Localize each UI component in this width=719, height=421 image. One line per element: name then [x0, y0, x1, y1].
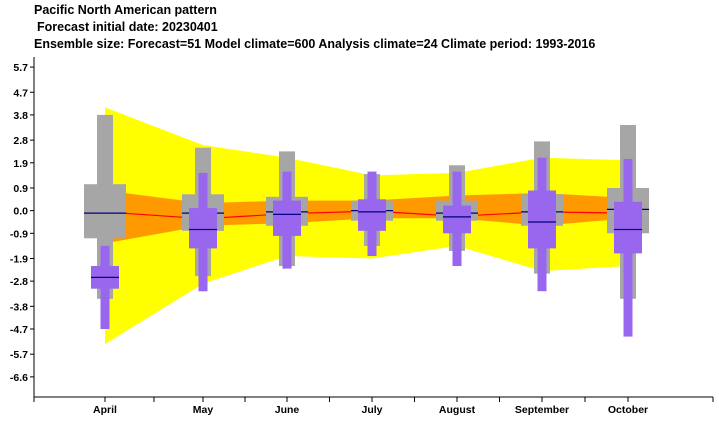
y-tick-label: -0.9 [10, 228, 28, 240]
forecast-june-p25-p75 [278, 205, 296, 226]
y-tick-label: -5.7 [10, 349, 28, 361]
x-tick-label-april: April [93, 404, 117, 416]
chart-title: Pacific North American pattern [34, 3, 217, 17]
y-tick-label: -4.7 [10, 324, 28, 336]
y-tick-label: 0.0 [13, 206, 28, 218]
y-tick-label: 3.8 [13, 110, 28, 122]
forecast-august-p25-p75 [448, 209, 466, 226]
y-tick-label: 0.9 [13, 183, 28, 195]
forecast-may-p25-p75 [194, 219, 212, 239]
x-tick-label-october: October [608, 404, 648, 416]
y-tick-label: 4.7 [13, 87, 28, 99]
y-tick-label: -1.9 [10, 253, 28, 265]
x-tick-label-may: May [193, 404, 214, 416]
axes: 5.7 4.7 3.8 2.8 1.9 0.9 0.0 -0.9 -1.9 -2.8 -3.8 -4.… [10, 57, 714, 416]
box-plots [84, 114, 649, 337]
model-climate-april-p25-p75 [92, 200, 118, 221]
y-tick-label: -6.6 [10, 372, 28, 384]
forecast-september-p25-p75 [533, 205, 551, 236]
y-tick-label: 5.7 [13, 62, 28, 74]
x-tick-label-june: June [275, 404, 300, 416]
x-tick-label-august: August [439, 404, 476, 416]
chart-subtitle: Forecast initial date: 20230401 [37, 20, 218, 34]
y-tick-label: 1.9 [13, 158, 28, 170]
forecast-october-p25-p75 [619, 218, 637, 239]
y-tick-label: -2.8 [10, 276, 28, 288]
chart-info-line: Ensemble size: Forecast=51 Model climate… [34, 37, 596, 51]
y-tick-label: 2.8 [13, 135, 28, 147]
x-tick-label-july: July [361, 404, 382, 416]
x-tick-label-september: September [515, 404, 569, 416]
y-tick-label: -3.8 [10, 301, 28, 313]
